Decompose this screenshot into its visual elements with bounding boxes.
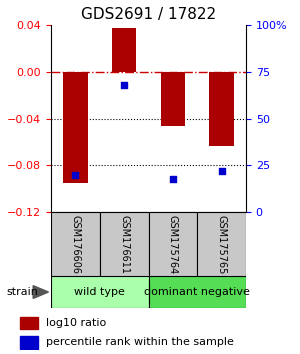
- Text: wild type: wild type: [74, 287, 125, 297]
- FancyBboxPatch shape: [197, 212, 246, 276]
- Point: [219, 168, 224, 174]
- Text: GSM175764: GSM175764: [168, 215, 178, 274]
- Text: strain: strain: [6, 287, 38, 297]
- Title: GDS2691 / 17822: GDS2691 / 17822: [81, 7, 216, 22]
- Bar: [112, 28, 136, 72]
- FancyBboxPatch shape: [51, 212, 100, 276]
- Text: dominant negative: dominant negative: [144, 287, 250, 297]
- Text: percentile rank within the sample: percentile rank within the sample: [46, 337, 234, 348]
- Bar: [63, 72, 88, 183]
- Text: log10 ratio: log10 ratio: [46, 318, 106, 328]
- Text: GSM175765: GSM175765: [217, 215, 226, 274]
- Text: GSM176606: GSM176606: [70, 215, 80, 274]
- Bar: [161, 72, 185, 126]
- FancyBboxPatch shape: [148, 212, 197, 276]
- Text: GSM176611: GSM176611: [119, 215, 129, 274]
- Bar: [209, 72, 234, 145]
- Bar: [20, 336, 38, 349]
- Point: [122, 82, 127, 88]
- Point: [170, 176, 175, 182]
- Bar: [20, 317, 38, 329]
- Point: [73, 172, 78, 178]
- FancyBboxPatch shape: [100, 212, 148, 276]
- FancyBboxPatch shape: [51, 276, 148, 308]
- FancyBboxPatch shape: [148, 276, 246, 308]
- Polygon shape: [33, 286, 49, 298]
